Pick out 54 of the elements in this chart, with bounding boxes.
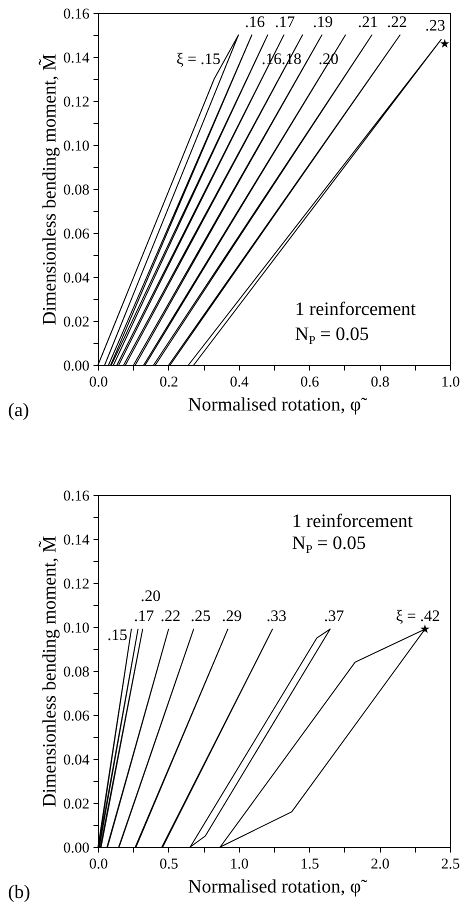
series-label: .16	[244, 14, 265, 31]
series-label: .22	[160, 608, 181, 626]
annotation: 1 reinforcement	[292, 511, 414, 532]
series-label: ξ = .15	[176, 51, 221, 68]
text: (b)	[8, 882, 30, 903]
series-label: .17	[134, 608, 154, 626]
y-tick-label: 0.04	[63, 752, 90, 768]
x-axis-title: Normalised rotation, φ̃	[188, 394, 368, 416]
y-tick-label: 0.14	[63, 50, 90, 66]
y-tick-label: 0.00	[63, 358, 90, 374]
x-axis-title: Normalised rotation, φ̃	[188, 876, 368, 898]
x-tick-label: 0.8	[370, 374, 390, 390]
y-tick-label: 0.00	[63, 840, 90, 856]
series-label: .37	[324, 608, 344, 626]
series-label: .29	[222, 608, 242, 626]
x-tick-label: 0.0	[89, 856, 108, 872]
y-tick-label: 0.06	[63, 226, 90, 242]
y-axis-title: Dimensionless bending moment, M̃	[38, 536, 60, 808]
x-tick-label: 0.2	[160, 374, 178, 390]
text: (a)	[8, 400, 30, 421]
x-tick-label: 1.0	[230, 856, 249, 872]
series-label: .15	[107, 627, 128, 644]
y-tick-label: 0.10	[63, 620, 90, 636]
x-tick-label: 0.4	[230, 374, 250, 390]
series-label: .23	[425, 17, 446, 34]
y-tick-label: 0.04	[63, 270, 90, 286]
y-tick-label: 0.08	[63, 182, 90, 198]
y-tick-label: 0.16	[63, 488, 90, 504]
x-tick-label: 0.6	[300, 374, 320, 390]
annotation: 1 reinforcement	[295, 299, 417, 320]
x-tick-label: 2.5	[441, 856, 460, 872]
y-tick-label: 0.14	[63, 532, 90, 548]
series-label: .19	[312, 14, 333, 31]
y-tick-label: 0.12	[63, 576, 90, 592]
x-tick-label: 1.0	[441, 374, 460, 390]
y-axis-title: Dimensionless bending moment, M̃	[38, 54, 60, 326]
series-label: .17	[274, 14, 295, 31]
series-label: .25	[190, 608, 211, 626]
series-label: .20	[140, 588, 161, 606]
x-tick-label: 2.0	[370, 856, 390, 872]
y-tick-label: 0.02	[63, 796, 90, 812]
y-tick-label: 0.16	[63, 6, 90, 22]
series-label: .33	[266, 608, 286, 626]
x-tick-label: 0.5	[160, 856, 178, 872]
y-tick-label: 0.06	[63, 708, 90, 724]
y-tick-label: 0.08	[63, 664, 90, 680]
x-tick-label: 1.5	[300, 856, 320, 872]
x-tick-label: 0.0	[89, 374, 108, 390]
y-tick-label: 0.02	[63, 314, 90, 330]
y-tick-label: 0.10	[63, 138, 90, 154]
series-label: .22	[387, 14, 408, 31]
series-label: ξ = .42	[396, 608, 440, 626]
y-tick-label: 0.12	[63, 94, 90, 110]
series-label: .21	[358, 14, 378, 31]
